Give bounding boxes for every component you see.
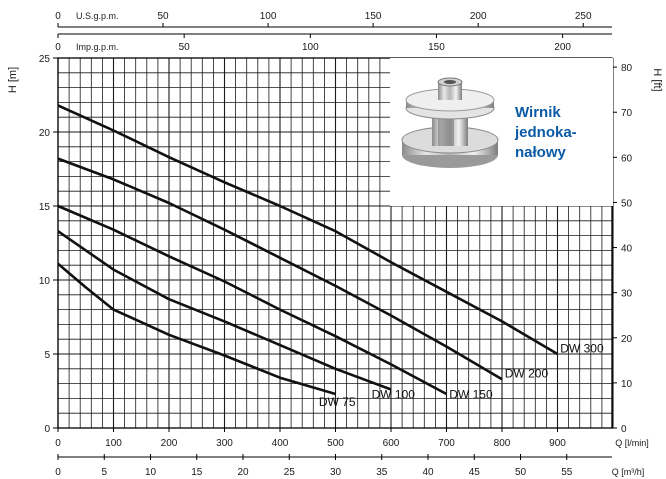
x-tick-label-us: 200 <box>470 11 487 22</box>
x-axis-label-m3h: Q [m³/h] <box>612 467 645 477</box>
x-tick-label-m3h: 30 <box>330 467 342 478</box>
x-tick-label-m3h: 0 <box>55 467 61 478</box>
x-tick-label-us: 50 <box>157 11 169 22</box>
y-tick-label-m: 25 <box>39 54 51 65</box>
y-tick-label-m: 5 <box>44 350 50 361</box>
x-tick-label-lpm: 200 <box>161 438 178 449</box>
y-tick-label-m: 20 <box>39 128 51 139</box>
x-axis-label-lpm: Q [l/min] <box>615 438 649 448</box>
x-tick-label-lpm: 400 <box>272 438 289 449</box>
x-tick-label-us: 150 <box>365 11 382 22</box>
x-tick-label-us: 250 <box>575 11 592 22</box>
x-tick-label-m3h: 55 <box>561 467 573 478</box>
y-tick-label-m: 15 <box>39 202 51 213</box>
y-tick-label-ft: 60 <box>621 153 633 164</box>
curve-label-dw-100: DW 100 <box>372 387 416 401</box>
curve-dw-75 <box>57 262 336 396</box>
curve-dw-150 <box>57 204 448 396</box>
x-tick-label-lpm: 700 <box>438 438 455 449</box>
x-tick-label-m3h: 20 <box>237 467 249 478</box>
x-tick-label-m3h: 15 <box>191 467 203 478</box>
y-tick-label-m: 0 <box>44 424 50 435</box>
x-tick-label-imp: 0 <box>55 42 61 53</box>
x-tick-label-lpm: 100 <box>105 438 122 449</box>
x-tick-label-lpm: 900 <box>549 438 566 449</box>
x-tick-label-m3h: 5 <box>101 467 107 478</box>
y-tick-label-ft: 30 <box>621 289 633 300</box>
x-tick-label-imp: 200 <box>554 42 571 53</box>
x-tick-label-m3h: 25 <box>284 467 296 478</box>
curve-label-dw-150: DW 150 <box>449 387 493 401</box>
x-tick-label-us: 0 <box>55 11 61 22</box>
y-tick-label-ft: 10 <box>621 379 633 390</box>
x-tick-label-imp: 150 <box>428 42 445 53</box>
x-tick-label-lpm: 500 <box>327 438 344 449</box>
x-tick-label-m3h: 10 <box>145 467 157 478</box>
caption-line-2: jednoka- <box>515 124 577 141</box>
x-tick-label-lpm: 800 <box>494 438 511 449</box>
x-tick-label-m3h: 45 <box>469 467 481 478</box>
y-axis-label-ft: H [ft] <box>651 68 663 91</box>
x-tick-label-imp: 50 <box>179 42 191 53</box>
impeller-inset <box>390 58 613 206</box>
x-tick-label-m3h: 40 <box>422 467 434 478</box>
x-tick-label-m3h: 50 <box>515 467 527 478</box>
curve-dw-100 <box>57 230 392 391</box>
x-tick-label-m3h: 35 <box>376 467 388 478</box>
top-axis-label-imp: Imp.g.p.m. <box>76 42 119 52</box>
top-axis-label-us: U.S.g.p.m. <box>76 11 119 21</box>
impeller-caption: Wirnik jednoka- nałowy <box>515 103 615 163</box>
y-tick-label-ft: 0 <box>621 424 627 435</box>
y-tick-label-m: 10 <box>39 276 51 287</box>
x-tick-label-imp: 100 <box>302 42 319 53</box>
curve-label-dw-300: DW 300 <box>560 342 604 356</box>
x-tick-label-lpm: 600 <box>383 438 400 449</box>
curve-dw-200 <box>57 157 503 381</box>
caption-line-3: nałowy <box>515 144 566 161</box>
y-tick-label-ft: 70 <box>621 108 633 119</box>
curves: DW 75 DW 100 DW 150 DW 200 DW 300 <box>57 104 604 409</box>
y-axis-label-m: H [m] <box>7 67 19 93</box>
curve-label-dw-200: DW 200 <box>505 367 549 381</box>
y-tick-label-ft: 20 <box>621 334 633 345</box>
caption-line-1: Wirnik <box>515 104 561 121</box>
x-tick-label-us: 100 <box>260 11 277 22</box>
impeller-photo <box>401 77 499 168</box>
y-tick-label-ft: 80 <box>621 63 633 74</box>
axes <box>53 23 617 460</box>
curve-dw-300 <box>57 104 559 356</box>
y-tick-label-ft: 50 <box>621 198 633 209</box>
x-tick-label-lpm: 300 <box>216 438 233 449</box>
curve-label-dw-75: DW 75 <box>319 395 356 409</box>
x-tick-label-lpm: 0 <box>55 438 61 449</box>
y-tick-label-ft: 40 <box>621 244 633 255</box>
